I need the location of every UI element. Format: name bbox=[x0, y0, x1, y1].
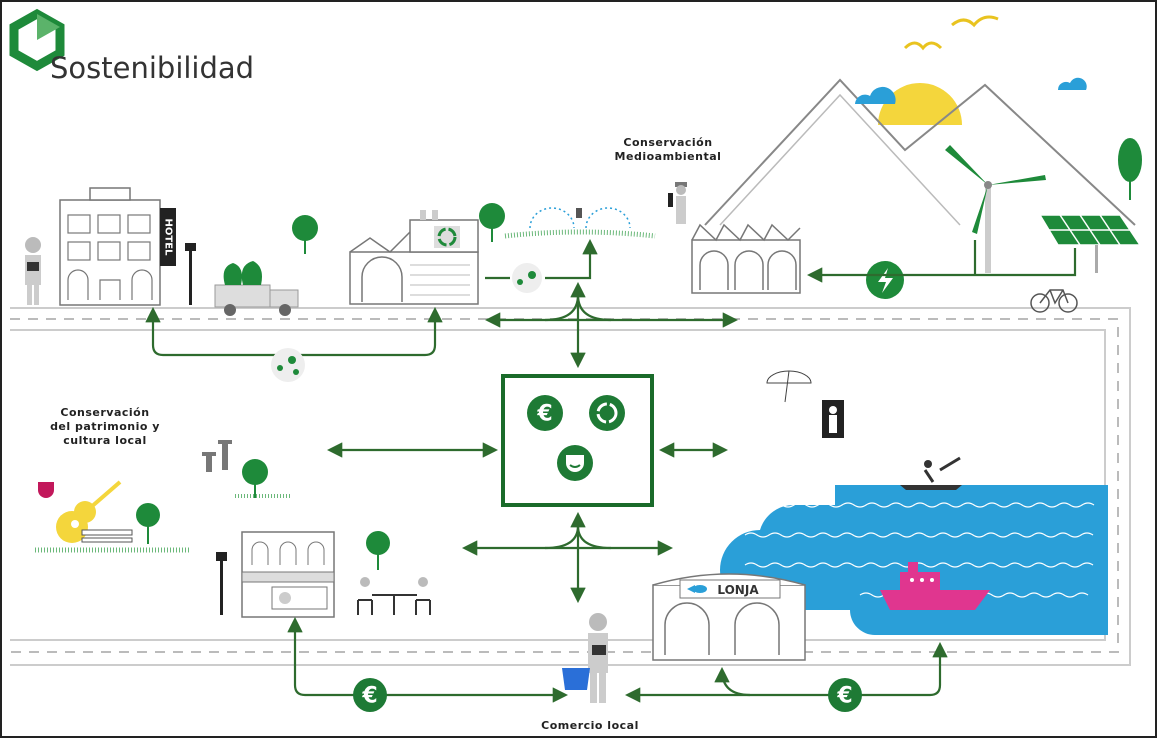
columns-part bbox=[218, 440, 232, 444]
farmer-part bbox=[676, 196, 686, 224]
shop-part bbox=[242, 572, 334, 582]
illustration: Sostenibilidad Conservación Medioambient… bbox=[0, 0, 1157, 738]
lake-part bbox=[908, 562, 918, 572]
columns-part bbox=[222, 444, 228, 470]
shop-part bbox=[216, 552, 227, 561]
farmer-part bbox=[676, 185, 686, 195]
tourist-part bbox=[27, 262, 39, 271]
tree-part bbox=[254, 484, 256, 498]
shop-part bbox=[220, 560, 223, 615]
shopper-part bbox=[562, 668, 590, 690]
lake-part bbox=[900, 572, 940, 590]
label: Medioambiental bbox=[615, 150, 722, 163]
tree-part bbox=[491, 228, 493, 242]
label: Conservación bbox=[623, 136, 712, 149]
euro-symbol: € bbox=[536, 402, 552, 427]
hotel-part bbox=[60, 200, 160, 305]
market-sign: LONJA bbox=[717, 583, 759, 597]
culture-part bbox=[38, 482, 54, 498]
shop-part bbox=[377, 554, 379, 570]
tree-part bbox=[479, 203, 505, 229]
factory-part bbox=[692, 240, 800, 293]
recycling-plant-part bbox=[420, 210, 426, 220]
tourist-part bbox=[27, 285, 32, 305]
columns-part bbox=[202, 452, 216, 456]
water-icon-part bbox=[528, 271, 536, 279]
hotel-sign: HOTEL bbox=[163, 219, 174, 257]
label: cultura local bbox=[63, 434, 146, 447]
water-icon bbox=[512, 263, 542, 293]
tree-part bbox=[292, 215, 318, 241]
energy-part bbox=[1095, 245, 1098, 273]
energy-part bbox=[1118, 138, 1142, 182]
shop-part bbox=[360, 577, 370, 587]
label: del patrimonio y bbox=[50, 420, 160, 433]
water-icon-part bbox=[293, 369, 299, 375]
shop-part bbox=[279, 592, 291, 604]
culture-part bbox=[82, 538, 132, 542]
center-box-part bbox=[589, 395, 625, 431]
water-icon-part bbox=[512, 263, 542, 293]
tourist-part bbox=[25, 237, 41, 253]
recycling-plant-part bbox=[434, 226, 460, 248]
label: Comercio local bbox=[541, 719, 639, 732]
farmer-part bbox=[668, 193, 673, 207]
euro-symbol: € bbox=[836, 684, 852, 709]
euro-symbol: € bbox=[361, 684, 377, 709]
beach-part bbox=[829, 415, 837, 433]
hotel-part bbox=[185, 243, 196, 251]
lake-part bbox=[930, 578, 934, 582]
truck-part bbox=[279, 304, 291, 316]
truck-part bbox=[215, 285, 270, 307]
energy-part bbox=[985, 185, 991, 273]
hotel-part bbox=[189, 250, 192, 305]
recycling-plant-part bbox=[350, 252, 478, 304]
recycling-plant-part bbox=[432, 210, 438, 220]
center-box-part bbox=[503, 376, 652, 505]
culture-part bbox=[136, 503, 160, 527]
shopper-part bbox=[589, 613, 607, 631]
energy-part bbox=[1129, 180, 1131, 200]
energy-part bbox=[984, 181, 992, 189]
tree-part bbox=[242, 459, 268, 485]
center-box bbox=[503, 376, 652, 505]
truck-part bbox=[224, 304, 236, 316]
label: Conservación bbox=[60, 406, 149, 419]
shopper-part bbox=[599, 673, 606, 703]
shopper-part bbox=[590, 673, 597, 703]
culture-part bbox=[147, 526, 149, 544]
culture-part bbox=[82, 530, 132, 535]
water-icon-part bbox=[277, 365, 283, 371]
water-icon-part bbox=[271, 348, 305, 382]
hotel-part bbox=[90, 188, 130, 200]
lake-part bbox=[880, 590, 990, 610]
shop-part bbox=[366, 531, 390, 555]
tourist-part bbox=[34, 285, 39, 305]
water-icon-part bbox=[517, 279, 523, 285]
fish-market-part bbox=[693, 585, 707, 593]
shop-part bbox=[418, 577, 428, 587]
water-icon-part bbox=[288, 356, 296, 364]
columns-part bbox=[206, 456, 212, 472]
lake-part bbox=[910, 578, 914, 582]
lake-part bbox=[920, 578, 924, 582]
shopper-part bbox=[592, 645, 606, 655]
culture-part bbox=[71, 520, 79, 528]
lake-part bbox=[900, 485, 962, 490]
tree-part bbox=[304, 240, 306, 254]
beach-part bbox=[829, 406, 837, 414]
page-title: Sostenibilidad bbox=[50, 51, 254, 85]
lake-part bbox=[924, 460, 932, 468]
irrigation-part bbox=[576, 208, 582, 218]
water-icon bbox=[271, 348, 305, 382]
